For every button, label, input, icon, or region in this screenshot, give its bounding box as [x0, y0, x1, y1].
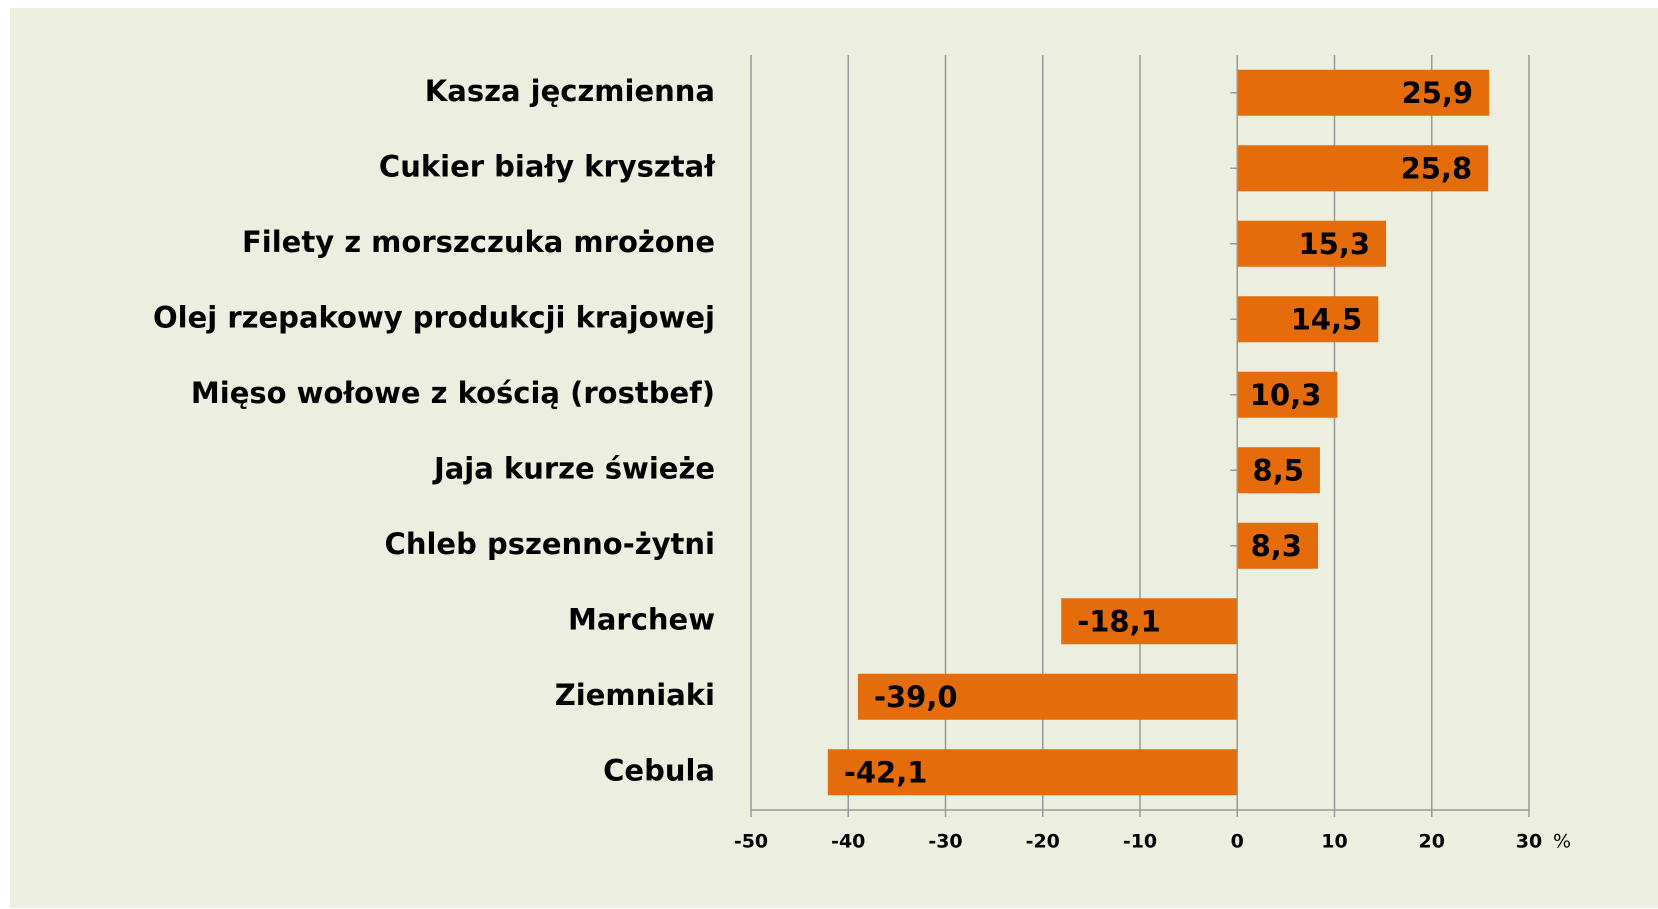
y-tick-label: Mięso wołowe z kością (rostbef) [191, 376, 715, 410]
x-tick-label: -20 [1026, 831, 1060, 853]
bar [1237, 220, 1387, 267]
y-tick-label: Chleb pszenno-żytni [385, 527, 715, 561]
data-label: 14,5 [1291, 302, 1363, 336]
bar [1237, 296, 1379, 343]
data-label: -39,0 [874, 680, 958, 714]
bar [1237, 371, 1338, 418]
data-label: 15,3 [1298, 227, 1370, 261]
y-tick-label: Olej rzepakowy produkcji krajowej [153, 300, 715, 334]
x-tick-label: -40 [831, 831, 865, 853]
x-tick-label: 30 [1516, 831, 1542, 853]
y-tick-label: Jaja kurze świeże [432, 451, 715, 485]
bar [1237, 69, 1490, 116]
data-label: 10,3 [1250, 378, 1322, 412]
data-label: -18,1 [1077, 604, 1161, 638]
x-tick-label: -50 [734, 831, 768, 853]
x-axis-label: % [1553, 831, 1571, 853]
y-tick-label: Kasza jęczmienna [425, 74, 715, 108]
y-tick-label: Filety z morszczuka mrożone [242, 225, 715, 259]
bar [1237, 145, 1489, 192]
bar [1237, 522, 1318, 569]
bar [1237, 447, 1320, 494]
data-label: 25,9 [1402, 76, 1474, 110]
x-tick-label: 10 [1321, 831, 1347, 853]
data-label: 8,5 [1253, 453, 1304, 487]
x-tick-label: -30 [928, 831, 962, 853]
x-tick-label: 0 [1231, 831, 1244, 853]
data-label: 25,8 [1401, 151, 1473, 185]
y-tick-label: Ziemniaki [555, 678, 715, 712]
y-tick-label: Cebula [603, 753, 715, 787]
bar [827, 749, 1238, 796]
data-label: 8,3 [1251, 529, 1302, 563]
x-tick-label: -10 [1123, 831, 1157, 853]
y-tick-label: Cukier biały kryształ [379, 149, 716, 183]
y-tick-label: Marchew [568, 602, 715, 636]
data-label: -42,1 [844, 755, 928, 789]
x-tick-label: 20 [1419, 831, 1445, 853]
bar [857, 673, 1238, 720]
bar [1061, 598, 1238, 645]
